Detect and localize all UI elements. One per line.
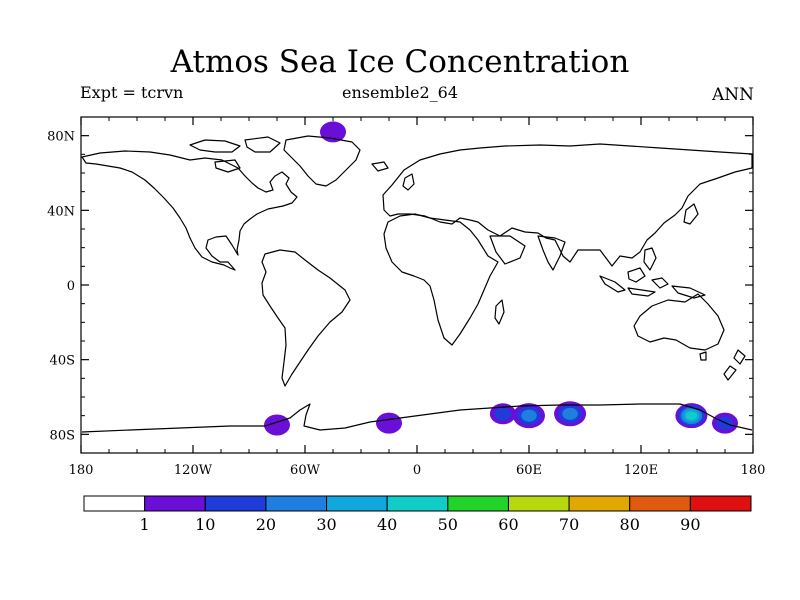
y-tick-label: 40N bbox=[47, 204, 75, 219]
coast-iceland bbox=[371, 161, 389, 172]
colorbar-swatch bbox=[204, 495, 267, 512]
colorbar-label: 40 bbox=[377, 515, 397, 534]
x-tick-label: 180 bbox=[741, 463, 766, 478]
colorbar-label: 10 bbox=[195, 515, 215, 534]
y-tick-label: 0 bbox=[67, 279, 75, 294]
colorbar-swatch bbox=[568, 495, 631, 512]
colorbar-label: 90 bbox=[680, 515, 700, 534]
x-tick-label: 60E bbox=[516, 463, 542, 478]
season-label: ANN bbox=[711, 85, 754, 105]
coast-uk bbox=[402, 173, 415, 191]
x-tick-label: 60W bbox=[290, 463, 321, 478]
colorbar-label: 70 bbox=[559, 515, 579, 534]
sea-ice-contour bbox=[494, 407, 512, 421]
colorbar-swatch bbox=[507, 495, 570, 512]
coast-arctic-islands bbox=[189, 136, 281, 173]
sea-ice-contour bbox=[685, 411, 698, 421]
coast-greenland bbox=[283, 135, 361, 187]
sea-ice-layer bbox=[264, 121, 738, 436]
coast-madagascar bbox=[494, 299, 505, 325]
colorbar-swatch bbox=[386, 495, 449, 512]
y-tick-label: 80N bbox=[47, 130, 75, 145]
coast-se-asia-islands bbox=[599, 267, 706, 299]
sea-ice-contour bbox=[376, 412, 402, 434]
colorbar-label: 80 bbox=[620, 515, 640, 534]
coast-africa bbox=[383, 213, 499, 346]
coast-australia bbox=[633, 293, 725, 351]
x-tick-label: 120E bbox=[624, 463, 658, 478]
y-tick-label: 40S bbox=[50, 354, 75, 369]
x-tick-label: 180 bbox=[69, 463, 94, 478]
case-label: ensemble2_64 bbox=[342, 83, 458, 102]
coast-antarctica bbox=[81, 403, 753, 433]
coast-japan bbox=[683, 203, 699, 225]
colorbar-swatch bbox=[689, 495, 752, 512]
coast-south-america bbox=[261, 249, 351, 387]
colorbar: 1 10 20 30 40 50 60 70 80 90 bbox=[83, 495, 752, 534]
coast-philippines bbox=[643, 247, 657, 271]
colorbar-swatch bbox=[83, 495, 146, 512]
coastlines bbox=[81, 135, 753, 433]
x-tick-label: 0 bbox=[413, 463, 421, 478]
sea-ice-contour bbox=[521, 409, 537, 422]
colorbar-label: 60 bbox=[498, 515, 518, 534]
sea-ice-contour bbox=[562, 407, 578, 420]
map-axes: 180 120W 60W 0 60E 120E 180 80N 40N 0 40S 80S bbox=[47, 117, 765, 478]
sea-ice-contour bbox=[320, 121, 346, 143]
experiment-label: Expt = tcrvn bbox=[80, 83, 184, 102]
coast-tasmania bbox=[699, 351, 707, 361]
colorbar-label: 50 bbox=[438, 515, 458, 534]
colorbar-swatch bbox=[447, 495, 509, 512]
coast-eurasia bbox=[382, 143, 753, 267]
chart-title: Atmos Sea Ice Concentration bbox=[170, 44, 630, 80]
coast-arabia bbox=[489, 235, 526, 265]
colorbar-swatch bbox=[326, 495, 388, 512]
map-frame bbox=[80, 116, 754, 454]
coast-india bbox=[537, 235, 566, 271]
colorbar-swatch bbox=[629, 495, 691, 512]
coast-new-zealand bbox=[723, 349, 746, 381]
colorbar-label: 1 bbox=[140, 515, 150, 534]
colorbar-swatch bbox=[265, 495, 328, 512]
colorbar-label: 30 bbox=[316, 515, 336, 534]
colorbar-label: 20 bbox=[256, 515, 276, 534]
x-tick-label: 120W bbox=[174, 463, 213, 478]
coast-north-america bbox=[81, 150, 298, 271]
y-tick-label: 80S bbox=[50, 428, 75, 443]
colorbar-swatch bbox=[144, 495, 206, 512]
